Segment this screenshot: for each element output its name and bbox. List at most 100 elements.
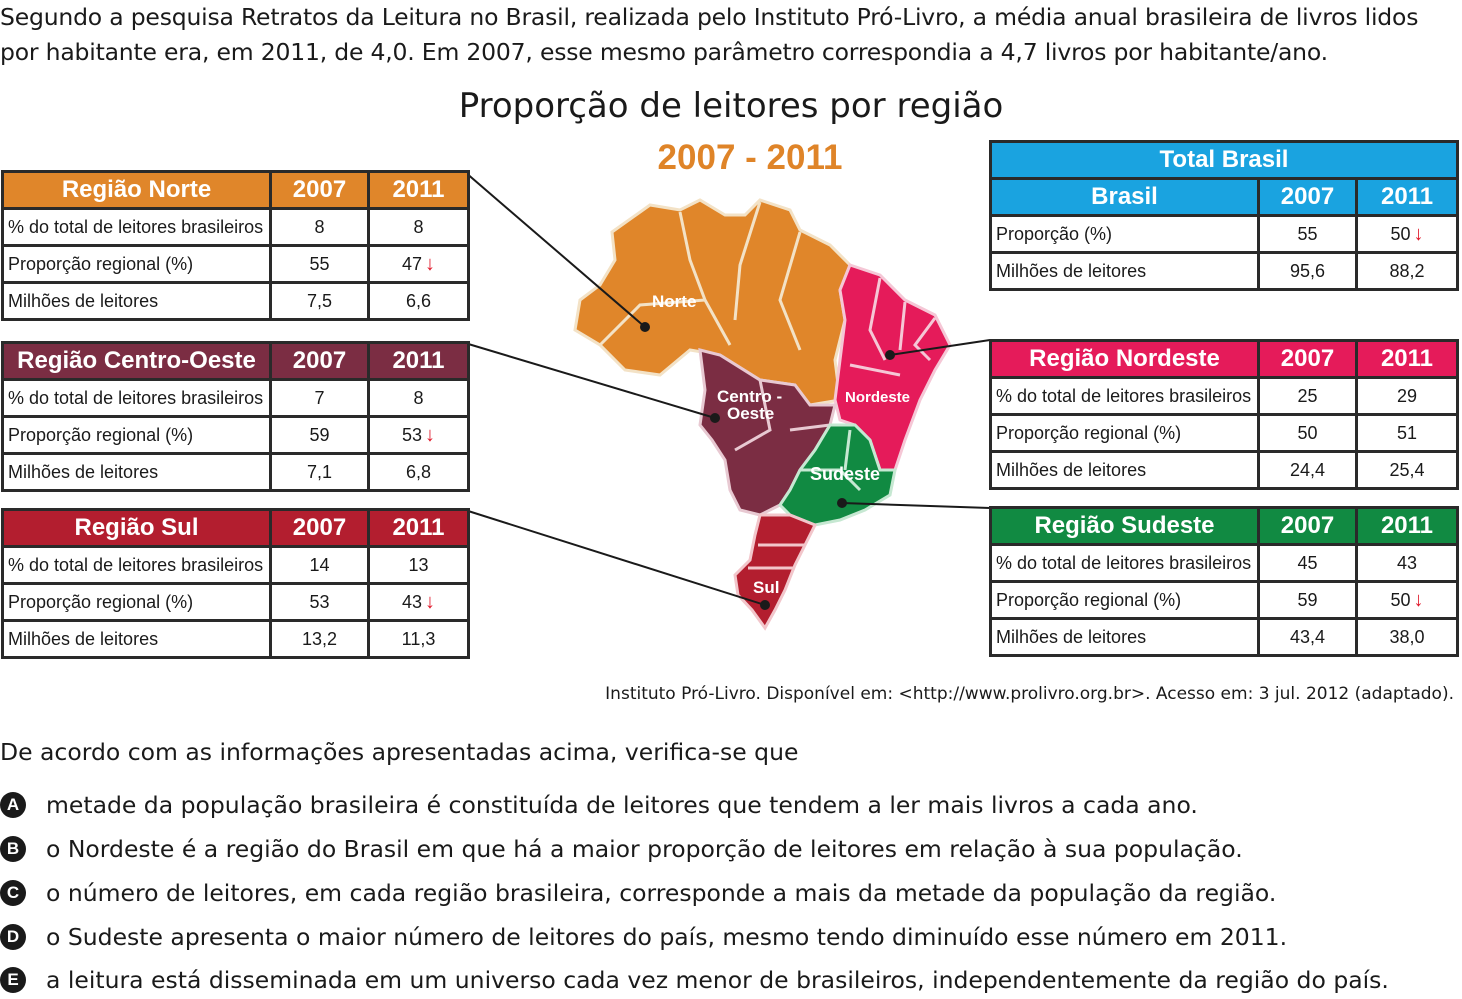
value-2011-cell: 88,2 (1354, 251, 1460, 291)
value-2011-cell: 43 (1355, 543, 1459, 583)
table-row: % do total de leitores brasileiros 14 13 (1, 545, 470, 585)
map-label-nordeste: Nordeste (845, 389, 910, 406)
value-2007: 8 (269, 207, 370, 247)
value-2007: 53 (269, 582, 370, 622)
value-2011-cell: 53 ↓ (367, 415, 470, 455)
option-letter-badge: D (0, 924, 26, 950)
question-stem: De acordo com as informações apresentada… (0, 738, 799, 766)
row-label: % do total de leitores brasileiros (989, 376, 1260, 416)
map-label-norte: Norte (652, 292, 696, 311)
row-label: Milhões de leitores (989, 251, 1260, 291)
table-row: % do total de leitores brasileiros 8 8 (1, 207, 470, 247)
value-2011: 11,3 (401, 628, 436, 649)
table-row: Milhões de leitores 43,4 38,0 (989, 617, 1459, 657)
row-label: Proporção regional (%) (1, 582, 272, 622)
value-2007: 59 (269, 415, 370, 455)
row-label: Proporção regional (%) (1, 415, 272, 455)
value-2007: 13,2 (269, 619, 370, 659)
table-total-brasil: Total Brasil Brasil 2007 2011 Proporção (%… (988, 140, 1460, 291)
decrease-arrow-icon: ↓ (1413, 588, 1424, 611)
value-2011: 6,8 (405, 461, 432, 482)
option-text: a leitura está disseminada em um univers… (46, 966, 1389, 994)
value-2007: 59 (1257, 580, 1358, 620)
value-2007: 55 (269, 244, 370, 284)
table-row: Milhões de leitores 7,5 6,6 (1, 281, 470, 321)
decrease-arrow-icon: ↓ (425, 590, 436, 613)
map-label-sul: Sul (753, 578, 779, 597)
value-2011-cell: 25,4 (1355, 450, 1459, 490)
value-2011: 43 (1396, 552, 1418, 573)
row-label: % do total de leitores brasileiros (1, 207, 272, 247)
table-row: Proporção regional (%) 59 53 ↓ (1, 415, 470, 455)
map-region-sul (733, 513, 818, 631)
value-2011: 29 (1396, 385, 1418, 406)
table-row: % do total de leitores brasileiros 7 8 (1, 378, 470, 418)
value-2011-cell: 50 ↓ (1355, 580, 1459, 620)
value-2011-cell: 50 ↓ (1354, 214, 1460, 254)
table-row: Proporção regional (%) 59 50 ↓ (989, 580, 1459, 620)
row-label: Milhões de leitores (1, 281, 272, 321)
value-2011-cell: 38,0 (1355, 617, 1459, 657)
table-row: Milhões de leitores 7,1 6,8 (1, 452, 470, 492)
value-2011: 47 (401, 253, 423, 274)
value-2011: 50 (1390, 223, 1411, 244)
option-letter-badge: A (0, 792, 26, 818)
table-regiao-sul: Região Sul 2007 2011 % do total de leitore… (1, 508, 470, 659)
map-label-sudeste: Sudeste (810, 464, 880, 484)
value-2011-cell: 8 (367, 378, 470, 418)
value-2011-cell: 6,8 (367, 452, 470, 492)
value-2007: 45 (1257, 543, 1358, 583)
table-row: Proporção (%) 55 50 ↓ (989, 214, 1460, 254)
table-row: Milhões de leitores 24,4 25,4 (989, 450, 1459, 490)
decrease-arrow-icon: ↓ (425, 252, 436, 275)
value-2007: 95,6 (1257, 251, 1358, 291)
value-2011: 88,2 (1389, 260, 1425, 281)
value-2011-cell: 13 (367, 545, 470, 585)
row-label: Milhões de leitores (1, 619, 272, 659)
row-label: % do total de leitores brasileiros (1, 378, 272, 418)
value-2007: 7 (269, 378, 370, 418)
map-markers (640, 322, 895, 610)
value-2007: 24,4 (1257, 450, 1358, 490)
table-row: Proporção regional (%) 53 43 ↓ (1, 582, 470, 622)
table-row: Milhões de leitores 95,6 88,2 (989, 251, 1460, 291)
row-label: Milhões de leitores (989, 617, 1260, 657)
value-2011-cell: 11,3 (367, 619, 470, 659)
table-row: Milhões de leitores 13,2 11,3 (1, 619, 470, 659)
table-regiao-centro-oeste: Região Centro-Oeste 2007 2011 % do total d… (1, 341, 470, 492)
row-label: Proporção (%) (989, 214, 1260, 254)
value-2011: 51 (1396, 422, 1418, 443)
row-label: Proporção regional (%) (989, 580, 1260, 620)
row-label: % do total de leitores brasileiros (989, 543, 1260, 583)
chart-title: Proporção de leitores por região (458, 86, 1004, 126)
value-2011: 53 (401, 424, 423, 445)
value-2011-cell: 6,6 (367, 281, 470, 321)
value-2007: 25 (1257, 376, 1358, 416)
map-region-sudeste (778, 423, 897, 527)
row-label: Proporção regional (%) (989, 413, 1260, 453)
option-text: metade da população brasileira é constit… (46, 791, 1198, 819)
value-2007: 14 (269, 545, 370, 585)
map-label-centro-oeste-2: Oeste (727, 404, 774, 423)
decrease-arrow-icon: ↓ (1413, 222, 1424, 245)
value-2011: 13 (408, 554, 429, 575)
value-2011: 25,4 (1389, 459, 1425, 480)
option-text: o Sudeste apresenta o maior número de le… (46, 923, 1288, 951)
value-2011: 8 (413, 216, 424, 237)
table-regiao-nordeste: Região Nordeste 2007 2011 % do total de le… (989, 339, 1459, 490)
option-letter-badge: E (0, 967, 26, 993)
value-2011-cell: 47 ↓ (367, 244, 470, 284)
decrease-arrow-icon: ↓ (425, 423, 436, 446)
chart-subtitle: 2007 - 2011 (657, 138, 843, 177)
map-label-centro-oeste-1: Centro - (717, 387, 782, 406)
row-label: Milhões de leitores (989, 450, 1260, 490)
table-regiao-norte: Região Norte 2007 2011 % do total de leito… (1, 170, 470, 321)
value-2011: 8 (413, 387, 424, 408)
table-row: % do total de leitores brasileiros 45 43 (989, 543, 1459, 583)
